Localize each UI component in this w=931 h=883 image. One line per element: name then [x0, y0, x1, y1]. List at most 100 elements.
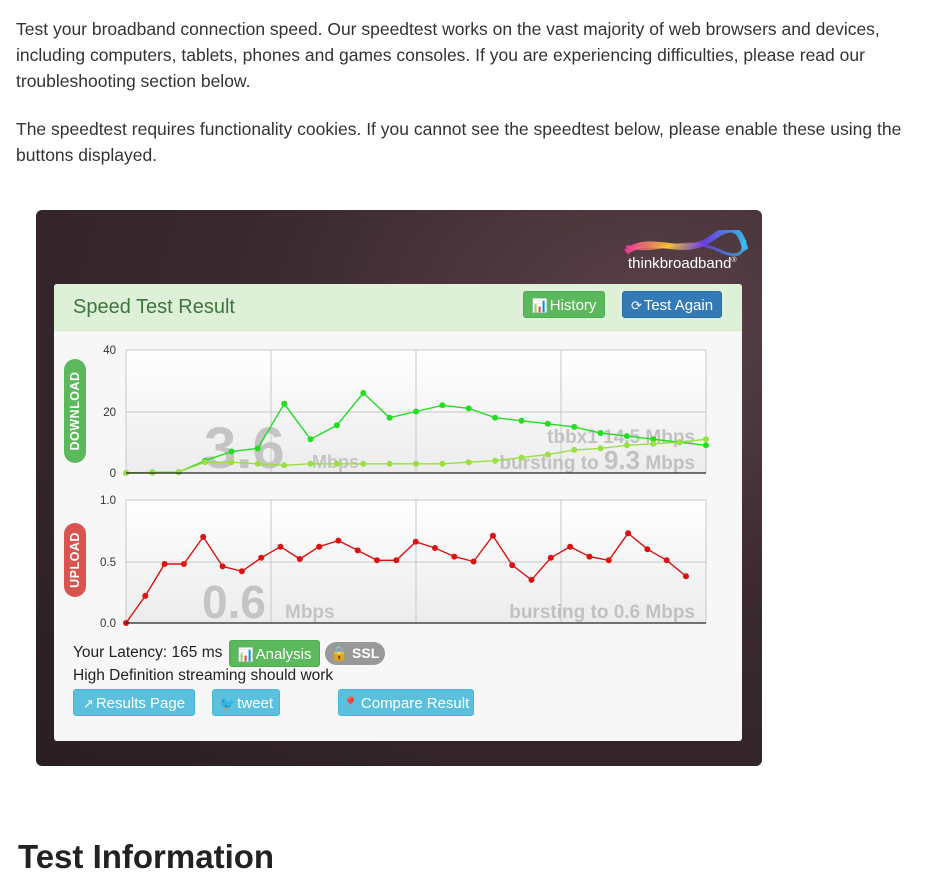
- download-series-0-point-14: [492, 414, 499, 421]
- upload-ytick-0-5: 0.5: [100, 557, 116, 569]
- upload-series-0-point-22: [547, 554, 554, 561]
- download-series-1-point-19: [623, 442, 630, 449]
- download-series-0-point-17: [571, 423, 578, 430]
- lock-icon: 🔒: [330, 645, 349, 661]
- download-series-1-point-14: [492, 457, 499, 464]
- upload-series-0-point-16: [432, 545, 438, 551]
- upload-ytick-0: 0.0: [100, 618, 116, 630]
- download-series-0-point-15: [518, 417, 525, 424]
- download-series-1-point-6: [281, 462, 288, 469]
- upload-series-0-point-20: [509, 562, 516, 569]
- download-series-0-point-19: [623, 433, 630, 440]
- download-series-0-point-7: [307, 436, 314, 443]
- speed-graphs: 40 20 0 3.6 Mbps tbbx1 14.5 Mbps burstin…: [100, 345, 709, 630]
- tweet-button-label: tweet: [237, 695, 274, 712]
- download-series: [123, 390, 709, 476]
- upload-series-0-point-7: [258, 554, 265, 561]
- latency-text: Your Latency: 165 ms: [73, 644, 222, 662]
- results-page-button[interactable]: ↗ Results Page: [73, 689, 195, 716]
- download-series-0-point-4: [228, 448, 235, 455]
- upload-series-0-point-24: [586, 553, 593, 560]
- logo-text-prefix: think: [628, 255, 660, 272]
- download-server-text: tbbx1 14.5 Mbps: [547, 427, 695, 448]
- download-series-0-point-16: [544, 420, 551, 427]
- upload-series-0-point-9: [296, 556, 303, 562]
- upload-series-0-point-23: [567, 543, 574, 550]
- compare-result-button-label: Compare Result: [360, 695, 470, 712]
- test-again-button-label: Test Again: [643, 297, 714, 314]
- upload-series-0-point-5: [219, 563, 226, 570]
- upload-bursting-text: bursting to 0.6 Mbps: [509, 602, 695, 623]
- ssl-label: SSL: [352, 645, 380, 661]
- upload-series-0-point-29: [683, 573, 689, 580]
- download-series-0-point-20: [650, 436, 657, 443]
- download-series-0-point-13: [465, 405, 472, 412]
- download-series-1-point-10: [386, 460, 393, 467]
- upload-series-0-point-14: [393, 557, 400, 564]
- upload-series-0-point-13: [374, 557, 380, 564]
- thinkbroadband-logo: thinkbroadband®: [624, 230, 748, 272]
- intro-paragraph-1: Test your broadband connection speed. Ou…: [16, 19, 880, 91]
- upload-series-0-point-12: [354, 547, 361, 554]
- upload-series-0-point-21: [528, 576, 535, 583]
- download-series-1-point-2: [175, 469, 182, 476]
- upload-label-badge: UPLOAD: [64, 523, 86, 597]
- upload-series-0-point-28: [663, 557, 670, 564]
- svg-text:thinkbroadband®: thinkbroadband®: [628, 255, 737, 272]
- upload-series-0-point-25: [605, 557, 612, 564]
- download-series-1-point-13: [465, 459, 472, 466]
- download-ytick-0: 0: [110, 468, 116, 480]
- speed-test-result-panel: Speed Test Result 📊 History ⟳ Test Again D…: [54, 284, 742, 741]
- upload-series-0-point-26: [625, 530, 632, 537]
- external-link-icon: ↗: [82, 696, 94, 711]
- upload-series-0-point-27: [644, 546, 651, 553]
- download-series-0-point-18: [597, 430, 604, 436]
- test-information-heading: Test Information: [18, 838, 275, 875]
- upload-series-0-point-10: [316, 543, 323, 550]
- history-button[interactable]: 📊 History: [523, 291, 605, 318]
- download-ytick-20: 20: [103, 407, 116, 419]
- test-again-button[interactable]: ⟳ Test Again: [622, 291, 722, 318]
- download-series-0-point-11: [413, 408, 419, 415]
- upload-series-0-point-11: [335, 537, 342, 544]
- compare-result-button[interactable]: 📍 Compare Result: [338, 689, 474, 716]
- upload-series-0-point-15: [412, 538, 419, 545]
- download-series-1-point-17: [571, 446, 578, 453]
- upload-speed-unit: Mbps: [285, 602, 335, 623]
- download-series-1-point-11: [413, 460, 419, 467]
- logo-registered-mark: ®: [731, 256, 737, 264]
- download-series-1-point-4: [228, 459, 235, 466]
- download-speed-value: 3.6: [204, 416, 285, 481]
- logo-text-brand: broadband: [660, 255, 732, 272]
- download-series-1-point-3: [202, 459, 209, 466]
- upload-series-0-point-17: [451, 553, 458, 560]
- download-series-1-point-20: [650, 440, 657, 447]
- upload-ytick-1: 1.0: [100, 495, 116, 507]
- upload-series-0-point-8: [277, 543, 284, 550]
- analysis-button[interactable]: 📊 Analysis: [229, 640, 320, 667]
- analysis-button-label: Analysis: [255, 646, 312, 663]
- hd-streaming-text: High Definition streaming should work: [73, 667, 334, 684]
- download-series-1-point-12: [439, 460, 446, 467]
- download-series-0-point-12: [439, 402, 446, 409]
- upload-series-0-point-1: [142, 592, 149, 599]
- download-series-1-point-21: [676, 439, 683, 446]
- upload-series-0-point-19: [489, 532, 496, 539]
- bar-chart-icon: 📊: [237, 647, 254, 662]
- upload-series-0-point-4: [200, 533, 207, 540]
- tweet-button[interactable]: 🐦 tweet: [212, 689, 280, 716]
- download-series-0-point-9: [360, 390, 367, 396]
- download-series-1-point-7: [307, 460, 314, 467]
- download-series-0-point-8: [333, 422, 340, 429]
- download-label-badge: DOWNLOAD: [64, 359, 86, 463]
- upload-series-0-point-18: [470, 558, 477, 565]
- download-ytick-40: 40: [103, 345, 116, 357]
- download-series-0-point-6: [281, 400, 288, 407]
- upload-series-0-line: [125, 532, 687, 624]
- bar-chart-icon: 📊: [531, 298, 548, 313]
- panel-title: Speed Test Result: [73, 296, 235, 318]
- upload-speed-value: 0.6: [202, 576, 266, 628]
- twitter-icon: 🐦: [218, 696, 236, 711]
- speedtest-widget: thinkbroadband® Speed Test Result 📊 Histo…: [36, 210, 762, 766]
- panel-header: Speed Test Result 📊 History ⟳ Test Again: [54, 284, 742, 331]
